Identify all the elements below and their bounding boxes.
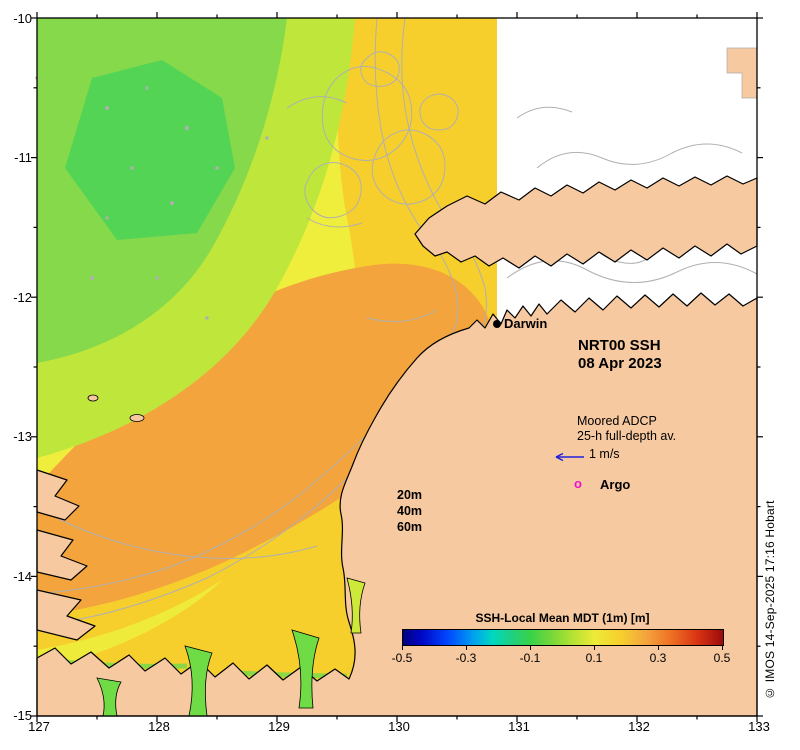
darwin-label: Darwin	[504, 316, 548, 331]
colorbar	[402, 629, 724, 646]
y-tick-label: -11	[14, 150, 32, 165]
colorbar-tick	[594, 646, 595, 650]
darwin-marker	[493, 320, 501, 328]
argo-label: Argo	[600, 477, 631, 492]
map-layers	[35, 17, 758, 717]
adcp-legend-line1: Moored ADCP	[577, 414, 657, 428]
x-tick-label: 127	[28, 719, 50, 734]
argo-marker-icon: o	[574, 476, 582, 491]
figure-date: 08 Apr 2023	[578, 355, 662, 372]
colorbar-title: SSH-Local Mean MDT (1m) [m]	[475, 611, 650, 625]
adcp-scale-label: 1 m/s	[589, 447, 620, 461]
map-plot-area	[31, 12, 763, 722]
y-tick-label: -10	[13, 11, 32, 26]
x-tick-label: 132	[628, 719, 650, 734]
colorbar-tick-label: 0.5	[713, 651, 731, 665]
colorbar-tick-label: -0.3	[455, 651, 477, 665]
no-data-region	[497, 18, 758, 330]
colorbar-tick	[530, 646, 531, 650]
depth-label-20m: 20m	[397, 488, 423, 502]
mainland-coastline	[36, 292, 758, 717]
figure-title: NRT00 SSH	[578, 337, 661, 354]
x-tick-label: 128	[148, 719, 170, 734]
colorbar-tick	[466, 646, 467, 650]
depth-label-40m: 40m	[397, 504, 423, 518]
landmass	[36, 175, 758, 717]
estuaries	[96, 577, 366, 717]
colorbar-tick-label: 0.1	[585, 651, 603, 665]
y-tick-label: -12	[13, 290, 32, 305]
colorbar-tick-label: -0.5	[391, 651, 413, 665]
colorbar-tick	[658, 646, 659, 650]
y-tick-label: -15	[13, 708, 32, 723]
depth-label-60m: 60m	[397, 520, 423, 534]
y-tick-label: -13	[13, 429, 32, 444]
adcp-legend-line2: 25-h full-depth av.	[577, 429, 677, 443]
x-tick-label: 133	[748, 719, 770, 734]
colorbar-tick-label: -0.1	[519, 651, 541, 665]
axis-tick-marks	[31, 12, 763, 722]
credit-text: © IMOS 14-Sep-2025 17:16 Hobart	[763, 500, 777, 700]
current-vector-arrow-icon	[555, 452, 584, 462]
x-tick-label: 131	[508, 719, 530, 734]
x-tick-label: 130	[388, 719, 410, 734]
x-tick-label: 129	[268, 719, 290, 734]
colorbar-tick-label: 0.3	[649, 651, 667, 665]
colorbar-tick	[402, 646, 403, 650]
y-tick-label: -14	[13, 569, 32, 584]
islands-coastline	[414, 175, 758, 269]
colorbar-tick	[722, 646, 723, 650]
